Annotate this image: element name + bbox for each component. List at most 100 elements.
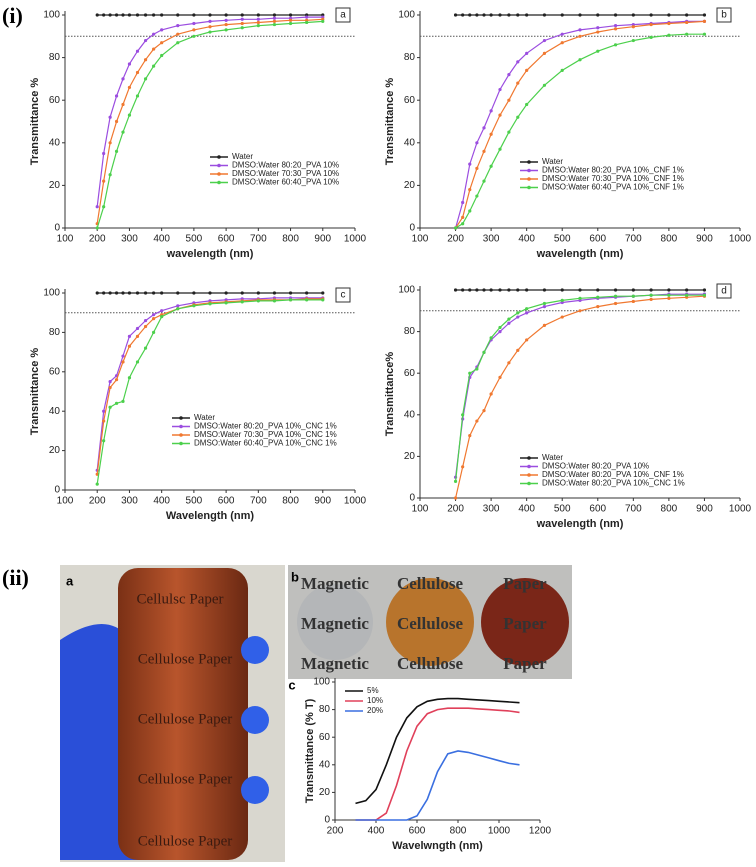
data-point: [95, 226, 99, 230]
data-point: [272, 16, 277, 20]
data-point: [453, 288, 458, 292]
data-point: [121, 130, 125, 134]
data-point: [152, 317, 156, 321]
series-line: [96, 16, 323, 207]
data-point: [498, 375, 502, 379]
series-line: [455, 20, 705, 229]
glove-finger: [241, 706, 269, 734]
data-point: [152, 291, 156, 295]
data-point: [525, 338, 529, 342]
x-tick-label: 900: [696, 234, 713, 245]
data-point: [649, 288, 653, 292]
x-tick-label: 400: [518, 504, 535, 515]
x-tick-label: 400: [153, 496, 170, 507]
data-point: [152, 13, 156, 17]
x-tick-label: 300: [483, 234, 500, 245]
data-point: [702, 13, 707, 17]
print-text: Cellulose Paper: [138, 771, 233, 787]
x-tick-label: 300: [121, 496, 138, 507]
data-point: [288, 298, 293, 302]
data-point: [208, 30, 212, 34]
data-point: [578, 288, 582, 292]
y-tick-label: 100: [313, 677, 330, 688]
data-point: [208, 13, 212, 17]
data-point: [702, 32, 707, 36]
data-point: [525, 68, 529, 72]
data-point: [560, 288, 564, 292]
data-point: [321, 298, 325, 302]
y-tick-label: 100: [398, 10, 415, 21]
legend-marker: [179, 416, 183, 420]
series-line: [96, 298, 323, 475]
data-point: [135, 49, 140, 53]
x-tick-label: 200: [447, 234, 464, 245]
x-tick-label: 1000: [729, 504, 752, 515]
data-point: [613, 294, 618, 298]
data-point: [525, 51, 529, 55]
section-label: (i): [2, 3, 23, 28]
print-text: Cellulose Paper: [138, 833, 233, 849]
data-point: [542, 83, 547, 87]
x-tick-label: 400: [368, 826, 385, 837]
data-point: [152, 330, 156, 334]
data-point: [256, 17, 260, 21]
y-tick-label: 60: [319, 732, 331, 743]
data-point: [516, 115, 520, 119]
data-point: [240, 26, 244, 30]
data-point: [667, 33, 671, 37]
data-point: [596, 49, 600, 53]
data-point: [127, 85, 132, 90]
data-point: [685, 288, 689, 292]
data-point: [516, 288, 520, 292]
data-point: [489, 132, 493, 136]
data-point: [135, 94, 140, 98]
data-point: [542, 288, 547, 292]
data-point: [152, 47, 156, 51]
data-point: [482, 179, 486, 183]
data-point: [702, 19, 707, 23]
series-line: [455, 293, 705, 478]
legend-marker: [179, 433, 183, 437]
legend-label: DMSO:Water 80:20_PVA 10%: [232, 161, 339, 170]
x-tick-label: 800: [661, 234, 678, 245]
data-point: [489, 336, 493, 340]
data-point: [525, 288, 529, 292]
y-tick-label: 40: [404, 137, 416, 148]
data-point: [631, 38, 635, 43]
print-text: Cellulose: [397, 574, 464, 593]
data-point: [516, 60, 520, 64]
data-point: [461, 215, 465, 219]
data-point: [143, 77, 148, 81]
legend-marker: [179, 441, 183, 446]
data-point: [127, 113, 132, 117]
photo-a: a Cellulsc Paper Cellulose Paper Cellulo…: [60, 565, 285, 862]
data-point: [192, 291, 196, 295]
series-line: [355, 750, 520, 821]
data-point: [192, 304, 196, 308]
legend-label: Water: [542, 453, 563, 462]
data-point: [127, 13, 132, 17]
x-tick-label: 600: [589, 504, 606, 515]
data-point: [135, 291, 140, 295]
y-tick-label: 100: [43, 288, 60, 299]
data-point: [631, 288, 635, 292]
data-point: [224, 28, 228, 32]
data-point: [288, 291, 293, 295]
print-text: Cellulsc Paper: [136, 591, 223, 607]
data-point: [468, 162, 472, 166]
sample-disc: [297, 584, 373, 660]
legend-marker: [527, 168, 531, 173]
legend-marker: [527, 464, 531, 469]
data-point: [208, 302, 212, 306]
data-point: [482, 13, 486, 17]
legend-label: DMSO:Water 80:20_PVA 10%_CNF 1%: [542, 166, 684, 175]
y-tick-label: 40: [319, 759, 331, 770]
x-tick-label: 1000: [344, 496, 367, 507]
y-tick-label: 80: [49, 52, 61, 63]
data-point: [613, 43, 618, 47]
print-text: Paper: [503, 614, 547, 633]
line-chart: 100 200 300 400 500 600 700 800 900 1000 0 20 40 60 80…: [29, 7, 367, 260]
data-point: [224, 18, 228, 22]
x-tick-label: 1000: [344, 234, 367, 245]
data-point: [542, 13, 547, 17]
